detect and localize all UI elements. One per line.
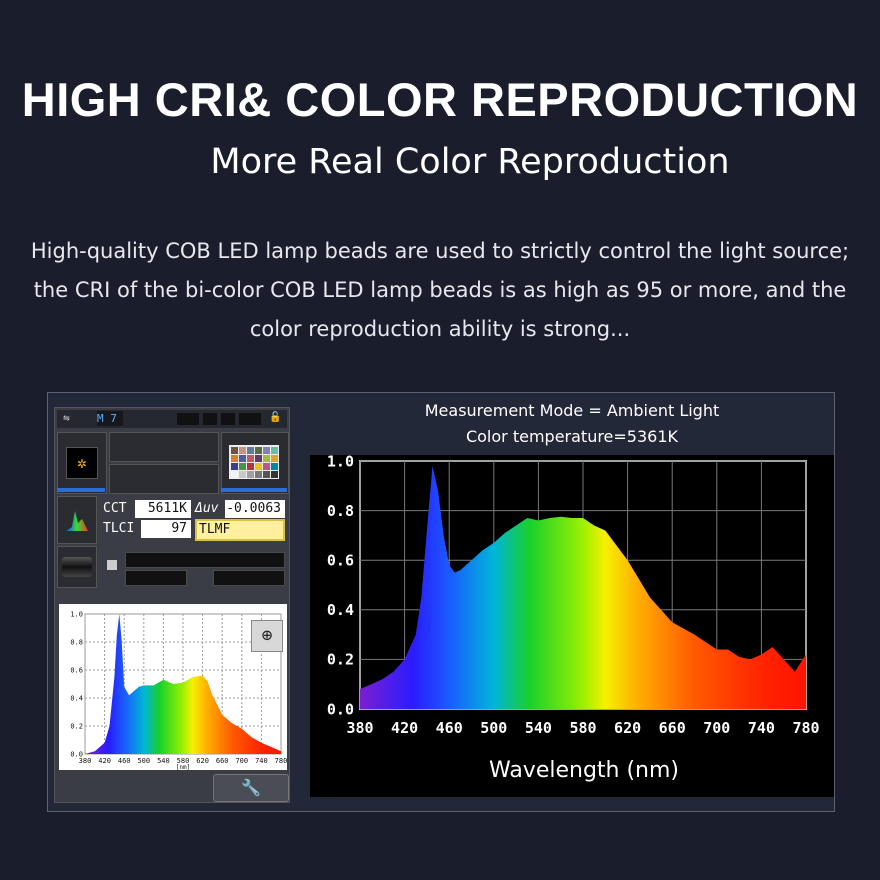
- spectrum-chart: Measurement Mode = Ambient Light Color t…: [310, 393, 834, 811]
- x-tick-label: 620: [614, 719, 641, 737]
- settings-button[interactable]: 🔧: [213, 774, 289, 802]
- checker-swatch: [255, 463, 262, 470]
- color-checker-icon: [229, 445, 279, 479]
- meter-screen: ⇋ M 7 🔓 ✲ CCT: [54, 407, 290, 803]
- checker-swatch: [231, 455, 238, 462]
- checker-swatch: [239, 471, 246, 478]
- x-tick-label: 420: [391, 719, 418, 737]
- x-tick-label: 380: [346, 719, 373, 737]
- checker-swatch: [263, 471, 270, 478]
- checker-swatch: [239, 455, 246, 462]
- tlmf-label: TLMF: [195, 519, 285, 541]
- y-tick-label: 0.4: [327, 601, 354, 619]
- x-tick-label: 580: [177, 757, 190, 765]
- x-axis-title: Wavelength (nm): [489, 758, 679, 783]
- description: High-quality COB LED lamp beads are used…: [30, 239, 850, 341]
- x-tick-label: 780: [275, 757, 287, 765]
- checker-swatch: [247, 463, 254, 470]
- memory-button[interactable]: [57, 546, 97, 588]
- x-tick-label: 380: [79, 757, 92, 765]
- cct-label: CCT: [103, 501, 127, 516]
- x-tick-label: 460: [436, 719, 463, 737]
- mode-button[interactable]: ✲: [57, 432, 107, 494]
- device-spectrum-chart: 380 420 460 500 540 580 620 660 700 740 780 0.0 0.2 0…: [59, 604, 287, 771]
- mode-indicator[interactable]: M 7: [97, 411, 123, 426]
- y-tick-label: 0.4: [70, 694, 83, 702]
- checkbox[interactable]: [107, 560, 117, 570]
- lock-icon: 🔓: [269, 412, 282, 423]
- x-tick-label: 500: [480, 719, 507, 737]
- y-tick-label: 0.8: [70, 638, 83, 646]
- y-tick-label: 0.8: [327, 502, 354, 520]
- y-tick-label: 0.6: [327, 551, 354, 569]
- checker-swatch: [271, 463, 278, 470]
- checker-swatch: [247, 471, 254, 478]
- x-tick-label: 660: [216, 757, 229, 765]
- checker-swatch: [271, 455, 278, 462]
- x-tick-label: 420: [98, 757, 111, 765]
- y-tick-label: 0.6: [70, 666, 83, 674]
- chart-title: Measurement Mode = Ambient Light: [424, 401, 720, 420]
- checker-swatch: [231, 471, 238, 478]
- y-tick-label: 0.2: [327, 651, 354, 669]
- zoom-in-icon[interactable]: ⊕: [251, 620, 283, 652]
- x-tick-label: 660: [659, 719, 686, 737]
- checker-swatch: [263, 447, 270, 454]
- sun-icon: ✲: [66, 447, 98, 479]
- x-tick-label: 700: [235, 757, 248, 765]
- checker-swatch: [255, 455, 262, 462]
- color-checker-button[interactable]: [221, 432, 289, 494]
- spectrum-icon: [66, 511, 88, 531]
- x-tick-label: 620: [196, 757, 209, 765]
- duv-label: Δuv: [195, 501, 219, 516]
- spectrum-button[interactable]: [57, 496, 97, 544]
- x-unit-label: [nm]: [176, 764, 190, 770]
- cct-value: 5611K: [135, 500, 191, 518]
- spectrum-area: [360, 465, 806, 709]
- x-tick-label: 460: [118, 757, 131, 765]
- checker-swatch: [231, 463, 238, 470]
- y-tick-label: 0.0: [327, 700, 354, 718]
- checker-swatch: [255, 471, 262, 478]
- headline: HIGH CRI& COLOR REPRODUCTION: [21, 73, 859, 126]
- usb-icon: ⇋: [63, 411, 70, 424]
- device-spectrum-svg: 380 420 460 500 540 580 620 660 700 740 780 0.0 0.2 0…: [70, 610, 287, 771]
- x-tick-label: 540: [525, 719, 552, 737]
- x-tick-label: 740: [748, 719, 775, 737]
- x-tick-label: 540: [157, 757, 170, 765]
- checker-swatch: [247, 447, 254, 454]
- checker-swatch: [271, 471, 278, 478]
- checker-swatch: [263, 463, 270, 470]
- x-tick-label: 780: [792, 719, 819, 737]
- status-bar: ⇋ M 7 🔓: [57, 410, 287, 428]
- x-tick-label: 500: [137, 757, 150, 765]
- checker-swatch: [239, 447, 246, 454]
- y-tick-label: 1.0: [70, 610, 83, 618]
- tlci-label: TLCI: [103, 521, 135, 536]
- checker-swatch: [239, 463, 246, 470]
- subheadline: More Real Color Reproduction: [210, 142, 730, 182]
- x-tick-label: 740: [255, 757, 268, 765]
- y-tick-label: 0.0: [70, 750, 83, 758]
- checker-swatch: [231, 447, 238, 454]
- x-tick-label: 580: [569, 719, 596, 737]
- y-tick-label: 0.2: [70, 722, 83, 730]
- checker-swatch: [255, 447, 262, 454]
- duv-value: -0.0063: [225, 500, 285, 518]
- checker-swatch: [263, 455, 270, 462]
- checker-swatch: [271, 447, 278, 454]
- wrench-icon: 🔧: [241, 778, 261, 797]
- tlci-value: 97: [141, 520, 191, 538]
- chart-subtitle: Color temperature=5361K: [465, 427, 679, 446]
- y-tick-label: 1.0: [327, 452, 354, 470]
- x-tick-label: 700: [703, 719, 730, 737]
- spectrum-area: [85, 614, 281, 754]
- measurement-panel: ⇋ M 7 🔓 ✲ CCT: [47, 392, 835, 812]
- spectrum-chart-svg: 380 420 460 500 540 580 620 660 700 740 780 0.0 0.2 0…: [310, 452, 834, 797]
- checker-swatch: [247, 455, 254, 462]
